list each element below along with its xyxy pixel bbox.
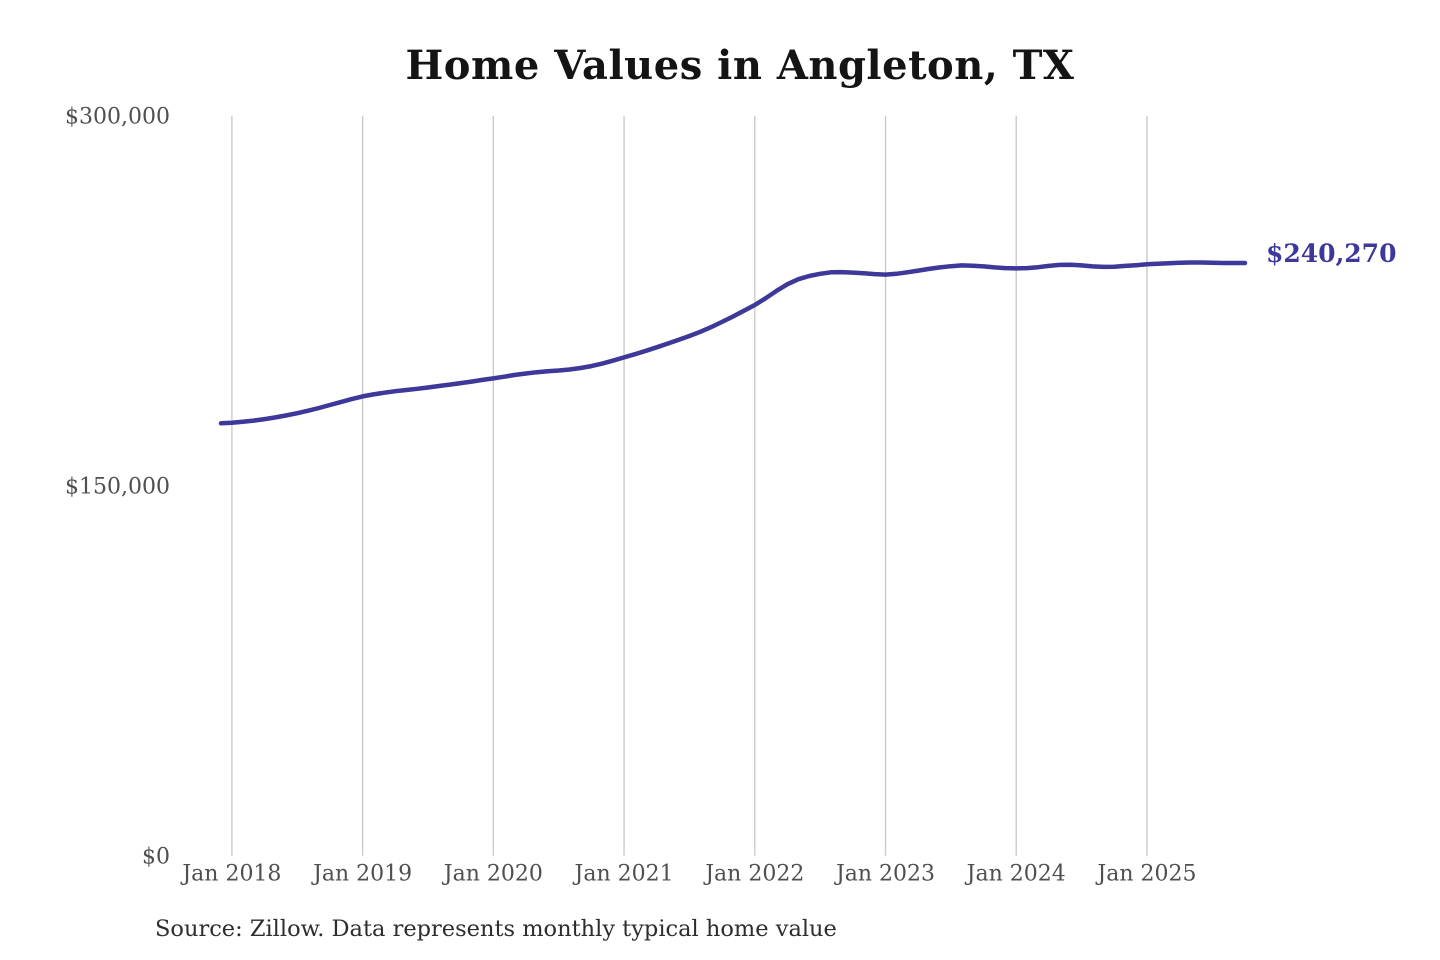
x-tick-label: Jan 2020: [442, 862, 543, 887]
x-tick-label: Jan 2023: [834, 862, 935, 887]
chart-title: Home Values in Angleton, TX: [405, 42, 1075, 89]
x-tick-label: Jan 2019: [311, 862, 412, 887]
x-tick-label: Jan 2025: [1095, 862, 1196, 887]
x-tick-label: Jan 2024: [965, 862, 1066, 887]
latest-value-label: $240,270: [1266, 239, 1397, 268]
y-tick-label: $150,000: [65, 475, 170, 500]
y-tick-label: $0: [142, 845, 170, 870]
y-tick-label: $300,000: [65, 105, 170, 130]
x-tick-label: Jan 2022: [703, 862, 804, 887]
source-note: Source: Zillow. Data represents monthly …: [155, 916, 837, 942]
x-tick-label: Jan 2018: [180, 862, 281, 887]
x-tick-label: Jan 2021: [573, 862, 674, 887]
home-value-line: [218, 260, 1248, 426]
